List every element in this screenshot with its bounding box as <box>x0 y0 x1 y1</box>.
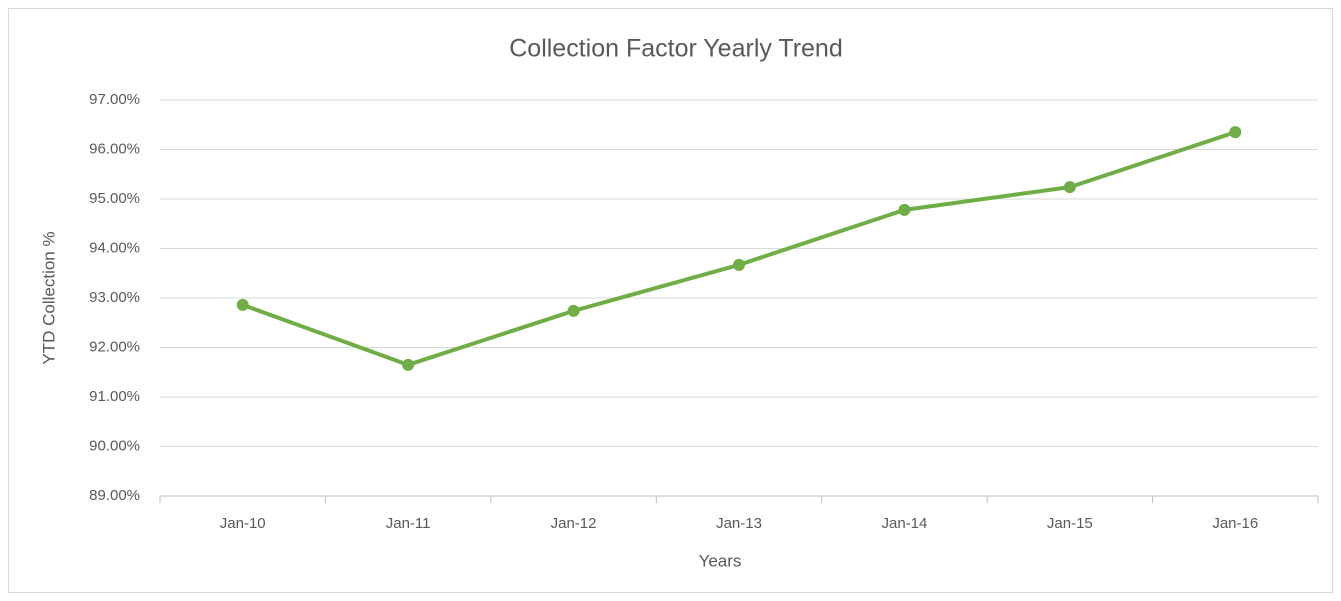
x-tick-label: Jan-11 <box>386 515 431 532</box>
y-tick-label: 92.00% <box>89 338 140 355</box>
x-tick-label: Jan-10 <box>220 515 266 532</box>
y-tick-label: 94.00% <box>89 239 140 256</box>
x-tick-label: Jan-15 <box>1047 515 1093 532</box>
chart-title: Collection Factor Yearly Trend <box>509 35 843 63</box>
y-tick-label: 93.00% <box>89 289 140 306</box>
y-tick-label: 89.00% <box>89 487 140 504</box>
y-tick-label: 97.00% <box>89 91 140 108</box>
data-point <box>1063 181 1076 194</box>
data-point <box>733 258 745 271</box>
x-tick-label: Jan-13 <box>716 515 762 532</box>
data-point <box>567 304 580 317</box>
chart-border <box>8 8 1333 593</box>
y-axis-label: YTD Collection % <box>39 231 58 364</box>
y-tick-label: 90.00% <box>89 437 140 454</box>
x-tick-label: Jan-16 <box>1212 515 1258 532</box>
x-tick-label: Jan-12 <box>551 515 597 532</box>
y-tick-label: 96.00% <box>89 140 140 157</box>
y-tick-label: 95.00% <box>89 190 140 207</box>
data-point <box>898 203 911 216</box>
x-axis-label: Years <box>699 551 742 570</box>
y-tick-label: 91.00% <box>89 388 140 405</box>
x-tick-label: Jan-14 <box>881 515 927 532</box>
data-point <box>236 298 249 311</box>
data-point <box>402 358 415 371</box>
data-point <box>1229 126 1242 139</box>
